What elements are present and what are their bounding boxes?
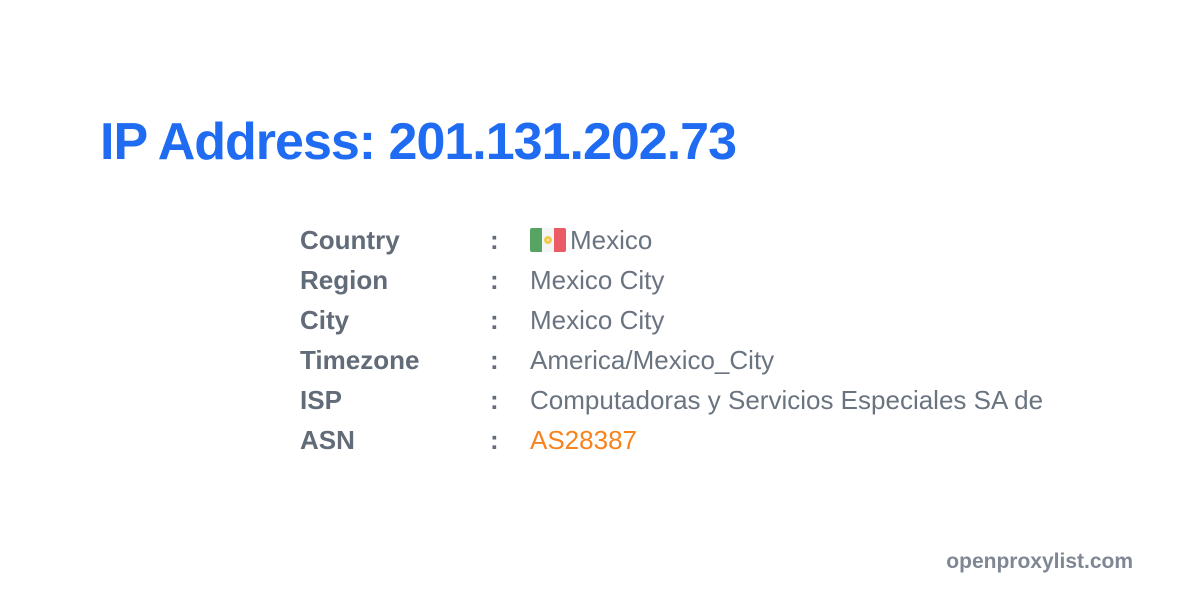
separator-colon: : bbox=[490, 264, 499, 295]
isp-label: ISP bbox=[300, 384, 342, 415]
asn-label: ASN bbox=[300, 424, 355, 455]
country-value: Mexico bbox=[530, 225, 652, 256]
timezone-value: America/Mexico_City bbox=[530, 344, 775, 375]
detail-row-region: Region : Mexico City bbox=[300, 260, 1200, 300]
detail-row-isp: ISP : Computadoras y Servicios Especiale… bbox=[300, 380, 1200, 420]
separator-colon: : bbox=[490, 344, 499, 375]
detail-row-city: City : Mexico City bbox=[300, 300, 1200, 340]
watermark-link[interactable]: openproxylist.com bbox=[946, 550, 1133, 573]
separator-colon: : bbox=[490, 424, 499, 455]
separator-colon: : bbox=[490, 224, 499, 255]
separator-colon: : bbox=[490, 304, 499, 335]
ip-details-table: Country : Mexico Region : Mexico City Ci… bbox=[300, 220, 1200, 460]
country-value-text: Mexico bbox=[570, 224, 653, 255]
city-label: City bbox=[300, 304, 350, 335]
detail-row-asn: ASN : AS28387 bbox=[300, 420, 1200, 460]
city-value: Mexico City bbox=[530, 304, 665, 335]
mexico-flag-icon bbox=[530, 228, 566, 252]
page-title: IP Address: 201.131.202.73 bbox=[100, 113, 737, 171]
region-label: Region bbox=[300, 264, 389, 295]
region-value: Mexico City bbox=[530, 264, 665, 295]
country-label: Country bbox=[300, 224, 400, 255]
timezone-label: Timezone bbox=[300, 344, 420, 375]
detail-row-timezone: Timezone : America/Mexico_City bbox=[300, 340, 1200, 380]
asn-link[interactable]: AS28387 bbox=[530, 424, 637, 455]
separator-colon: : bbox=[490, 384, 499, 415]
detail-row-country: Country : Mexico bbox=[300, 220, 1200, 260]
isp-value: Computadoras y Servicios Especiales SA d… bbox=[530, 384, 1044, 415]
